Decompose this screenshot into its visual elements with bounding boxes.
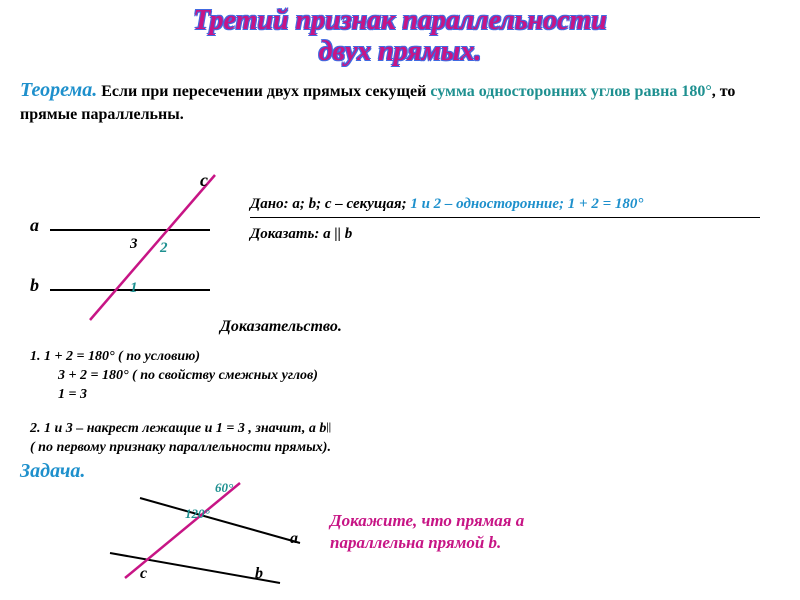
step1-l1: 1 + 2 = 180° ( по условию) xyxy=(44,349,200,364)
given-vars: a; b; c xyxy=(292,196,331,212)
given-prefix: Дано: xyxy=(250,196,292,212)
task-label: Задача. xyxy=(20,460,85,483)
theorem-highlight: сумма односторонних углов равна 180° xyxy=(430,83,711,100)
divider xyxy=(250,217,760,218)
proof-step-1: 1. 1 + 2 = 180° ( по условию) 3 + 2 = 18… xyxy=(30,348,318,405)
theorem-label: Теорема. xyxy=(20,79,97,101)
parallel-icon: || xyxy=(326,421,331,433)
theorem-text1: Если при пересечении двух прямых секущей xyxy=(101,83,430,100)
task-l1: Докажите, что прямая a xyxy=(330,511,524,530)
prove-expr: a || b xyxy=(323,226,352,242)
given-line: Дано: a; b; c – секущая; 1 и 2 – односто… xyxy=(250,196,780,213)
diagram-1 xyxy=(20,170,230,330)
d2-ang60: 60° xyxy=(215,480,233,496)
step1-l2: 3 + 2 = 180° ( по свойству смежных углов… xyxy=(55,368,318,383)
title-line1: Третий признак параллельности xyxy=(193,5,607,36)
title-line2: двух прямых. xyxy=(319,36,482,67)
d1-ang3: 3 xyxy=(130,236,138,253)
step2-num: 2. xyxy=(30,421,41,436)
d2-label-b: b xyxy=(255,565,263,583)
diagram-2 xyxy=(80,478,310,588)
d1-label-a: a xyxy=(30,215,39,236)
d2-label-c: c xyxy=(140,565,147,583)
d2-ang120: 120° xyxy=(185,506,210,522)
given-angles: 1 и 2 – односторонние; 1 + 2 xyxy=(410,196,599,212)
step1-num: 1. xyxy=(30,349,41,364)
given-eq: = 180° xyxy=(599,196,644,212)
prove-label: Доказать: xyxy=(250,226,323,242)
d2-label-a: a xyxy=(290,530,298,548)
step2-text2: ( по первому признаку параллельности пря… xyxy=(30,440,331,455)
prove-line: Доказать: a || b xyxy=(250,226,780,243)
d1-label-b: b xyxy=(30,275,39,296)
task-l2: параллельна прямой b. xyxy=(330,533,501,552)
task-text: Докажите, что прямая a параллельна прямо… xyxy=(330,510,524,554)
d1-ang1: 1 xyxy=(130,280,138,297)
page-title: Третий признак параллельности двух прямы… xyxy=(0,0,800,68)
step1-l3: 1 = 3 xyxy=(55,387,87,402)
d1-ang2: 2 xyxy=(160,240,168,257)
proof-step-2: 2. 1 и 3 – накрест лежащие и 1 = 3 , зна… xyxy=(30,420,331,458)
given-secant: – секущая; xyxy=(331,196,410,212)
d1-label-c: c xyxy=(200,170,208,191)
step2-text: 1 и 3 – накрест лежащие и 1 = 3 , значит… xyxy=(44,421,326,436)
given-block: Дано: a; b; c – секущая; 1 и 2 – односто… xyxy=(250,196,780,243)
proof-label: Доказательство. xyxy=(220,318,342,336)
theorem: Теорема. Если при пересечении двух прямы… xyxy=(0,68,800,126)
